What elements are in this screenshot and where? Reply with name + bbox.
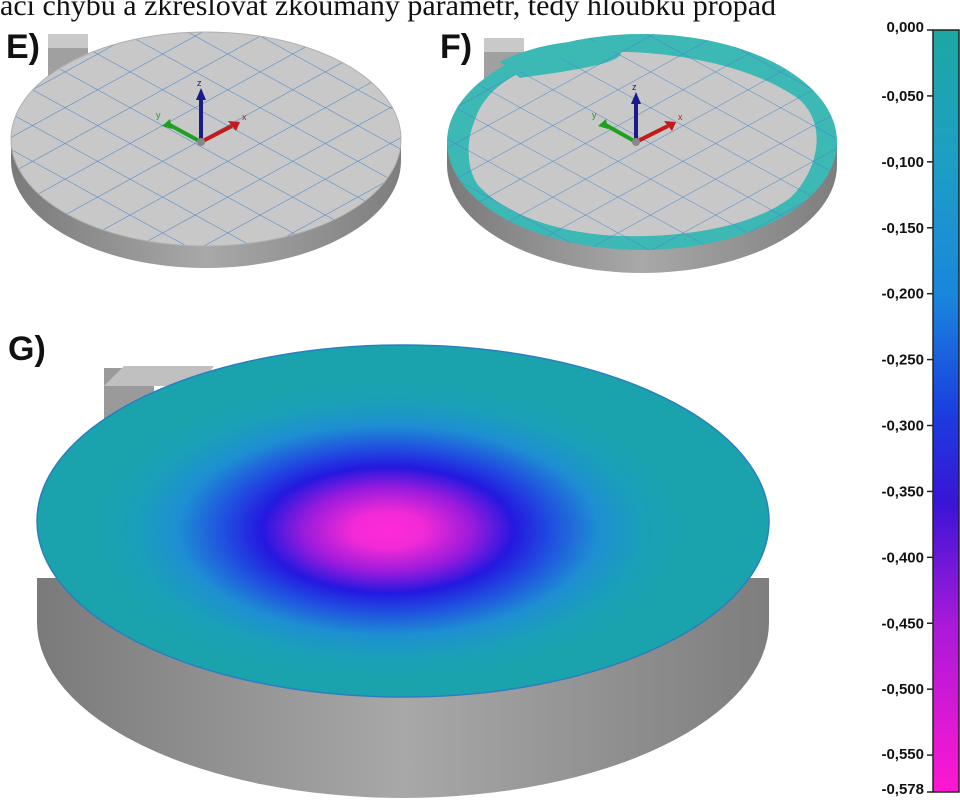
axis-triad-e: z x y <box>156 78 247 146</box>
colorbar-tick-label: -0,150 <box>881 220 924 237</box>
axis-triad-f: z x y <box>592 82 683 146</box>
panel-e-plate <box>10 31 402 268</box>
panel-g-plate <box>36 344 770 798</box>
panel-f-plate <box>447 34 837 273</box>
colorbar-tick-label: 0,000 <box>886 19 924 36</box>
axis-x-label: x <box>242 112 247 122</box>
colorbar-tick-label: -0,100 <box>881 154 924 171</box>
panel-label-f: F) <box>440 28 473 66</box>
colorbar-tick-label: -0,550 <box>881 746 924 763</box>
colorbar-tick-label: -0,500 <box>881 681 924 698</box>
panel-label-g: G) <box>8 330 46 368</box>
colorbar-tick-label: -0,400 <box>881 549 924 566</box>
axis-x-label-f: x <box>678 112 683 122</box>
colorbar-tick-label: -0,578 <box>881 781 924 798</box>
colorbar-tick-label: -0,350 <box>881 483 924 500</box>
colorbar-tick-label: -0,050 <box>881 88 924 105</box>
panel-label-e: E) <box>6 28 40 66</box>
caption-fragment: ací chybu a zkreslovat zkoumaný parametr… <box>0 0 777 22</box>
colorbar-tick-label: -0,200 <box>881 286 924 303</box>
colorbar-tick-label: -0,450 <box>881 615 924 632</box>
colorbar-tick-label: -0,300 <box>881 418 924 435</box>
axis-y-label-f: y <box>592 110 597 120</box>
axis-z-label-f: z <box>632 82 637 92</box>
colorbar: 0,000 -0,050 -0,100 -0,150 -0,200 -0,250 -0,30… <box>881 19 960 798</box>
axis-y-label: y <box>156 110 161 120</box>
axis-z-label: z <box>197 78 202 88</box>
colorbar-tick-label: -0,250 <box>881 352 924 369</box>
